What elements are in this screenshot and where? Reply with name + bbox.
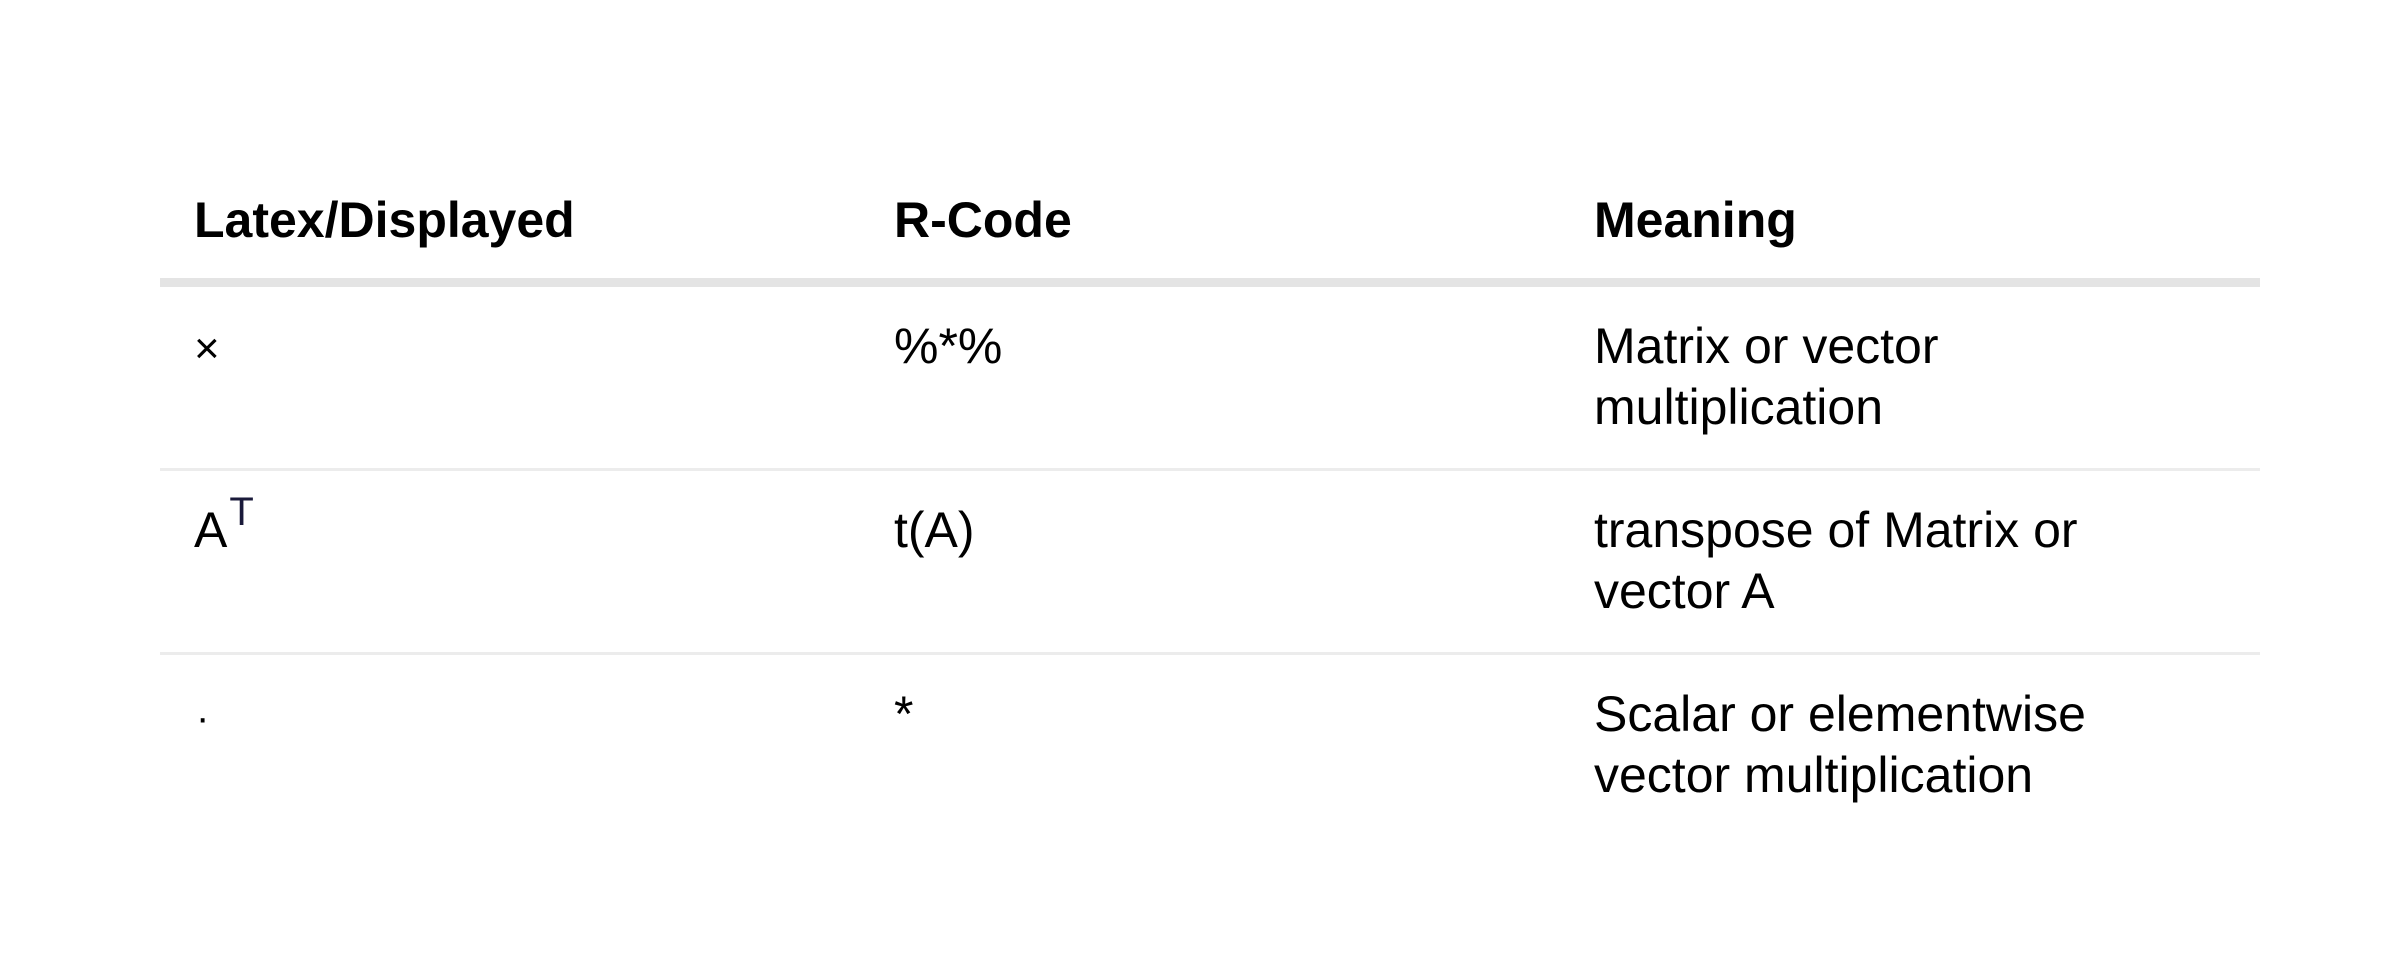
cell-meaning: Matrix or vector multiplication (1560, 282, 2260, 471)
cell-meaning: transpose of Matrix or vector A (1560, 469, 2260, 655)
cell-r-code: t(A) (860, 469, 1560, 655)
cell-r-code: * (894, 686, 914, 742)
notation-table-container: Latex/Displayed R-Code Meaning × %*% Mat… (160, 160, 2260, 836)
table-header-row: Latex/Displayed R-Code Meaning (160, 160, 2260, 287)
header-latex-displayed: Latex/Displayed (160, 160, 860, 287)
table-row: · * Scalar or elementwise vector multipl… (160, 654, 2260, 837)
table-row: AT t(A) transpose of Matrix or vector A (160, 469, 2260, 655)
transpose-superscript: T (229, 490, 254, 534)
header-meaning: Meaning (1560, 160, 2260, 287)
table-row: × %*% Matrix or vector multiplication (160, 282, 2260, 471)
cell-r-code: %*% (860, 282, 1560, 471)
dot-symbol: · (196, 696, 210, 740)
cell-displayed: AT (160, 469, 860, 655)
times-symbol: × (194, 324, 220, 373)
cell-meaning: Scalar or elementwise vector multiplicat… (1594, 686, 2086, 803)
cell-displayed: × (160, 282, 860, 471)
cell-displayed: · (160, 654, 860, 837)
matrix-symbol: A (194, 502, 228, 558)
notation-table: Latex/Displayed R-Code Meaning × %*% Mat… (160, 160, 2260, 836)
header-r-code: R-Code (860, 160, 1560, 287)
